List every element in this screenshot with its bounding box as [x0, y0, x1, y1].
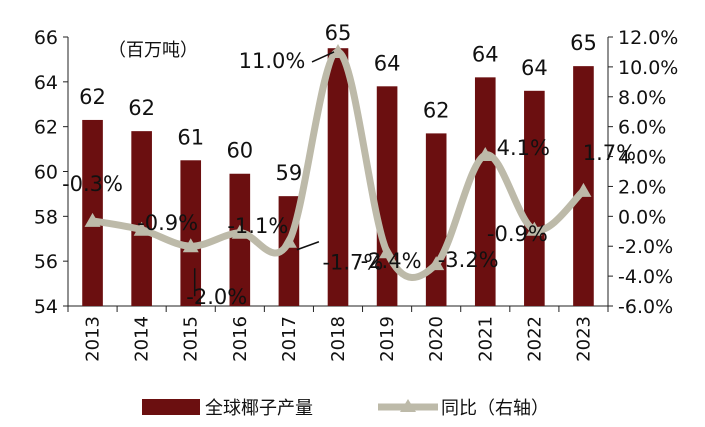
left-tick-label: 54 [34, 296, 58, 318]
bar [131, 131, 152, 306]
line-value-label: -0.9% [137, 211, 198, 235]
bar-value-label: 61 [177, 125, 204, 149]
line-marker [231, 224, 248, 239]
right-tick-label: 12.0% [618, 27, 678, 49]
unit-label: （百万吨） [108, 40, 198, 61]
x-tick-label: 2016 [230, 316, 251, 362]
data-labels: 62 62 61 60 59 65 64 62 64 64 65 -0.3% -0.9% -2.0% -1.… [62, 21, 636, 309]
right-tick-label: 2.0% [618, 176, 666, 198]
x-tick-label: 2020 [426, 316, 447, 362]
line-value-label: -2.0% [186, 285, 247, 309]
legend-bar-swatch [142, 399, 200, 415]
right-tick-label: -6.0% [618, 296, 673, 318]
legend-bar-label: 全球椰子产量 [205, 398, 313, 419]
line-value-label: 1.7% [583, 141, 636, 165]
label-leader-line [296, 241, 320, 251]
bar [180, 160, 202, 306]
bar-value-label: 64 [374, 51, 401, 75]
bar [524, 90, 545, 306]
bar-value-label: 64 [472, 42, 499, 66]
bar [376, 86, 398, 306]
left-tick-label: 66 [34, 27, 58, 49]
legend-line-label: 同比（右轴） [441, 398, 549, 419]
right-tick-label: 6.0% [618, 117, 666, 139]
line-marker [477, 147, 494, 162]
line-value-label: -2.4% [361, 249, 422, 273]
bar [474, 77, 496, 306]
left-tick-label: 56 [34, 251, 58, 273]
bar [327, 48, 349, 306]
line-marker [84, 212, 101, 227]
line-marker [133, 221, 150, 236]
bar-value-label: 60 [226, 139, 253, 163]
line-marker [428, 256, 445, 271]
line-marker [526, 221, 543, 236]
bar-value-label: 64 [521, 56, 548, 80]
x-tick-label: 2019 [377, 316, 398, 362]
line-marker [280, 233, 297, 248]
line-value-label: -3.2% [438, 248, 499, 272]
line-series [84, 43, 592, 281]
x-tick-label: 2022 [524, 316, 545, 362]
bar-value-label: 65 [325, 21, 352, 45]
x-tick-label: 2014 [132, 316, 153, 362]
right-tick-label: 10.0% [618, 57, 678, 79]
x-tick-label: 2021 [475, 316, 496, 362]
right-tick-label: 0.0% [618, 206, 666, 228]
left-tick-label: 60 [34, 162, 58, 184]
x-tick-label: 2018 [328, 316, 349, 362]
line-marker [182, 238, 199, 253]
right-tick-label: 4.0% [618, 147, 666, 169]
bar-value-label: 62 [79, 85, 106, 109]
right-tick-label: -4.0% [618, 266, 673, 288]
line-value-label: -1.1% [227, 214, 288, 238]
bar-value-label: 59 [276, 161, 303, 185]
x-tick-label: 2015 [181, 316, 202, 362]
line-marker [330, 43, 346, 58]
legend-line-marker [400, 399, 416, 412]
right-tick-label: 8.0% [618, 87, 666, 109]
line-value-label: 11.0% [239, 49, 306, 73]
left-tick-label: 58 [34, 206, 58, 228]
line-marker [379, 244, 396, 259]
line-marker [575, 182, 592, 197]
left-tick-label: 62 [34, 117, 58, 139]
label-leader-line [311, 51, 335, 63]
right-tick-label: -2.0% [618, 236, 673, 258]
line-value-label: -0.9% [487, 222, 548, 246]
bar [229, 173, 251, 306]
bar-value-label: 62 [128, 96, 155, 120]
bar-value-label: 65 [570, 31, 597, 55]
bar-value-label: 62 [423, 98, 450, 122]
left-tick-label: 64 [34, 72, 58, 94]
axes: 54 56 58 60 62 64 66 -6.0% -4.0% -2.0% 0.0% 2.0% 4.0… [34, 27, 679, 362]
x-tick-label: 2023 [573, 316, 594, 362]
bar [425, 133, 447, 306]
x-tick-label: 2017 [279, 316, 300, 362]
x-tick-label: 2013 [83, 316, 104, 362]
line-value-label: -1.7% [322, 251, 383, 275]
line-value-label: -0.3% [62, 172, 123, 196]
line-value-label: 4.1% [497, 136, 550, 160]
legend: 全球椰子产量 同比（右轴） [142, 398, 549, 419]
